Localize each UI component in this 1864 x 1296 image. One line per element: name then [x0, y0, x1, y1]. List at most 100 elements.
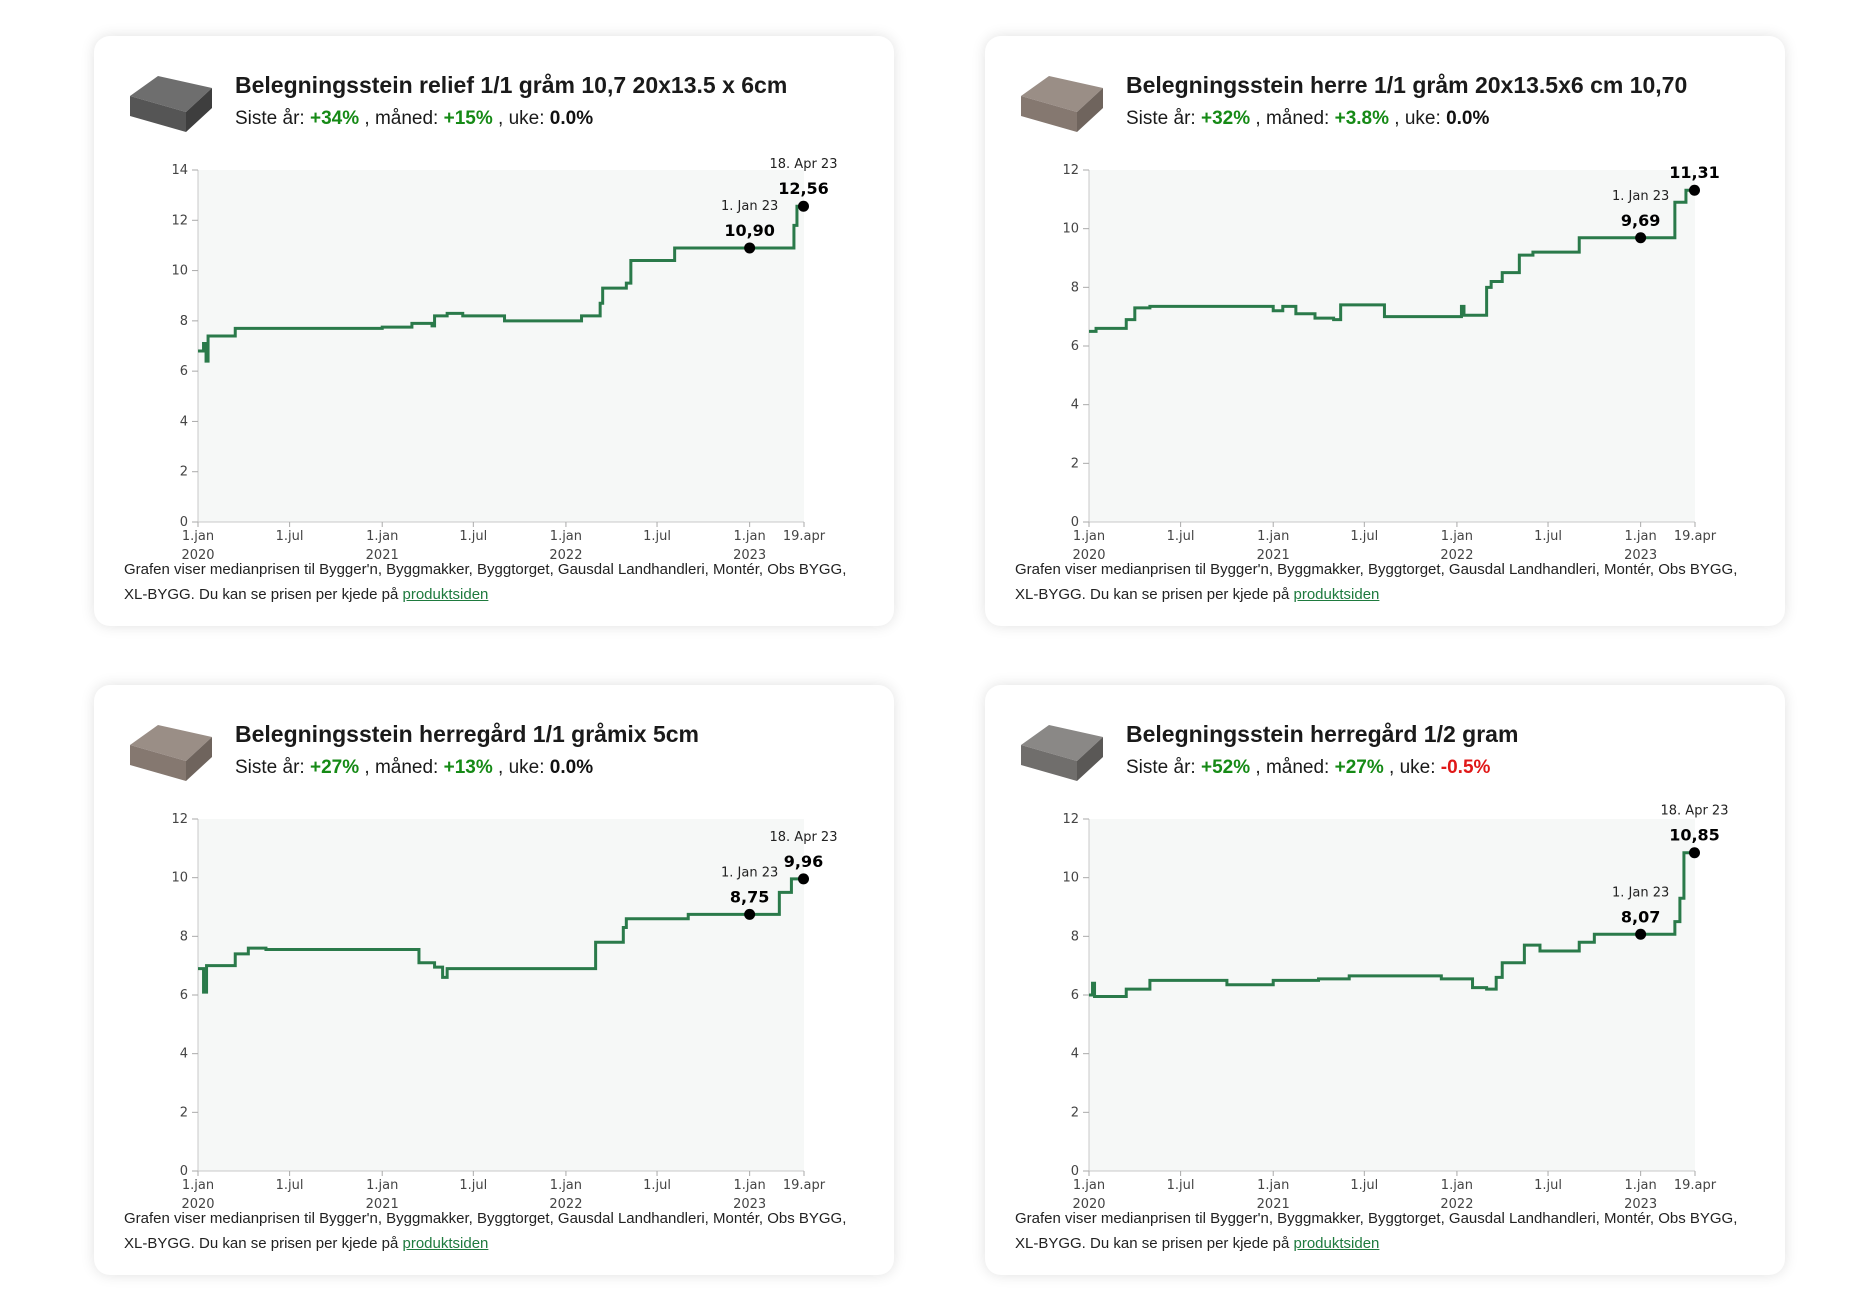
month-label: , måned:	[1255, 757, 1330, 778]
x-tick-label: 1.jan	[1441, 1178, 1473, 1193]
y-tick-label: 8	[1071, 929, 1079, 944]
x-tick-year-label: 2023	[733, 548, 766, 563]
x-tick-year-label: 2023	[1624, 1197, 1657, 1212]
week-label: , uke:	[1389, 757, 1436, 778]
x-tick-year-label: 2022	[549, 1197, 582, 1212]
product-title[interactable]: Belegningsstein herregård 1/2 gram	[1126, 721, 1519, 747]
data-date-label: 1. Jan 23	[1612, 189, 1669, 204]
product-card: Belegningsstein herre 1/1 gråm 20x13.5x6…	[985, 36, 1785, 626]
week-change: -0.5%	[1440, 757, 1491, 778]
x-tick-label: 1.jul	[1350, 529, 1378, 544]
beige-paving-stone-image[interactable]	[1015, 66, 1107, 138]
year-label: Siste år:	[1126, 757, 1196, 778]
product-page-link[interactable]: produktsiden	[1293, 586, 1380, 603]
x-tick-year-label: 2022	[1440, 548, 1473, 563]
product-title[interactable]: Belegningsstein relief 1/1 gråm 10,7 20x…	[235, 72, 788, 98]
week-label: , uke:	[1394, 108, 1441, 129]
y-tick-label: 2	[1071, 456, 1079, 471]
x-tick-label: 1.jul	[1350, 1178, 1378, 1193]
x-tick-year-label: 2020	[181, 548, 214, 563]
price-chart: 0 2 4 6 8 10 12 1.jan 2020 1.jul 1.jan 2021 1.jul 1.j…	[1062, 163, 1719, 563]
x-tick-label: 19.apr	[1674, 529, 1717, 544]
stone-top	[130, 76, 212, 112]
plot-area	[198, 819, 804, 1171]
week-label: , uke:	[498, 108, 545, 129]
chart-note: Grafen viser medianprisen til Bygger'n, …	[1015, 557, 1755, 607]
y-tick-label: 12	[171, 812, 188, 827]
month-label: , måned:	[364, 108, 439, 129]
x-tick-label: 1.jan	[1441, 529, 1473, 544]
x-tick-year-label: 2023	[733, 1197, 766, 1212]
plot-area	[1089, 170, 1695, 522]
data-point	[1635, 928, 1647, 940]
data-point	[744, 242, 756, 254]
x-tick-label: 1.jan	[1625, 529, 1657, 544]
month-change: +15%	[443, 108, 493, 129]
y-tick-label: 0	[180, 1164, 188, 1179]
year-change: +27%	[309, 757, 360, 778]
week-change: 0.0%	[549, 757, 594, 778]
price-series-line	[198, 877, 804, 994]
data-value-label: 10,85	[1669, 826, 1720, 845]
week-change: 0.0%	[1446, 108, 1490, 129]
x-tick-label: 19.apr	[783, 529, 826, 544]
product-page-link[interactable]: produktsiden	[402, 1235, 489, 1252]
data-point	[1688, 847, 1700, 859]
product-page-link[interactable]: produktsiden	[1293, 1235, 1380, 1252]
x-tick-label: 1.jul	[1167, 529, 1195, 544]
data-date-label: 1. Jan 23	[721, 199, 778, 214]
chart-note: Grafen viser medianprisen til Bygger'n, …	[124, 1206, 864, 1256]
stone-side	[1077, 737, 1103, 781]
data-point	[1635, 232, 1647, 244]
stone-side	[1077, 88, 1103, 132]
x-tick-label: 1.jan	[366, 1178, 398, 1193]
x-tick-year-label: 2021	[1257, 1197, 1290, 1212]
month-change: +27%	[1334, 757, 1384, 778]
price-change-summary: Siste år: +32% , måned: +3.8% , uke: 0.0…	[1126, 108, 1489, 130]
y-tick-label: 10	[1062, 871, 1079, 886]
price-change-summary: Siste år: +27% , måned: +13% , uke: 0.0%	[235, 757, 593, 779]
x-tick-label: 1.jan	[1625, 1178, 1657, 1193]
y-tick-label: 4	[1071, 1047, 1079, 1062]
stone-front	[1021, 96, 1077, 132]
note-text: Grafen viser medianprisen til Bygger'n, …	[1015, 561, 1738, 603]
x-tick-year-label: 2022	[1440, 1197, 1473, 1212]
x-tick-label: 1.jan	[1073, 529, 1105, 544]
year-change: +32%	[1200, 108, 1251, 129]
grey-paving-stone-image[interactable]	[1015, 715, 1107, 787]
x-tick-year-label: 2020	[1072, 1197, 1105, 1212]
dark-paving-stone-image[interactable]	[124, 66, 216, 138]
data-date-label: 18. Apr 23	[770, 157, 838, 172]
x-tick-label: 19.apr	[1674, 1178, 1717, 1193]
beige-paving-stone-image[interactable]	[124, 715, 216, 787]
x-tick-year-label: 2022	[549, 548, 582, 563]
stone-front	[130, 96, 186, 132]
y-tick-label: 4	[180, 1047, 188, 1062]
price-series-line	[1089, 188, 1695, 333]
y-tick-label: 12	[171, 213, 188, 228]
month-label: , måned:	[364, 757, 439, 778]
product-page-link[interactable]: produktsiden	[402, 586, 489, 603]
stone-top	[1021, 76, 1103, 112]
x-tick-label: 1.jan	[734, 529, 766, 544]
y-tick-label: 10	[171, 264, 188, 279]
x-tick-label: 1.jul	[1534, 529, 1562, 544]
x-tick-label: 1.jan	[182, 529, 214, 544]
data-value-label: 8,75	[730, 887, 769, 906]
product-title[interactable]: Belegningsstein herregård 1/1 gråmix 5cm	[235, 721, 700, 747]
y-tick-label: 2	[180, 1105, 188, 1120]
data-date-label: 18. Apr 23	[770, 830, 838, 845]
x-tick-label: 1.jan	[1257, 529, 1289, 544]
y-tick-label: 0	[1071, 1164, 1079, 1179]
week-change: 0.0%	[549, 108, 594, 129]
product-card: Belegningsstein relief 1/1 gråm 10,7 20x…	[94, 36, 894, 626]
data-point	[797, 873, 809, 885]
data-date-label: 1. Jan 23	[1612, 885, 1669, 900]
data-point	[797, 200, 809, 212]
product-card: Belegningsstein herregård 1/2 gram Siste…	[985, 685, 1785, 1275]
stone-top	[130, 725, 212, 761]
product-title[interactable]: Belegningsstein herre 1/1 gråm 20x13.5x6…	[1126, 72, 1688, 98]
data-date-label: 1. Jan 23	[721, 865, 778, 880]
y-tick-label: 6	[1071, 988, 1079, 1003]
data-value-label: 9,96	[784, 852, 823, 871]
